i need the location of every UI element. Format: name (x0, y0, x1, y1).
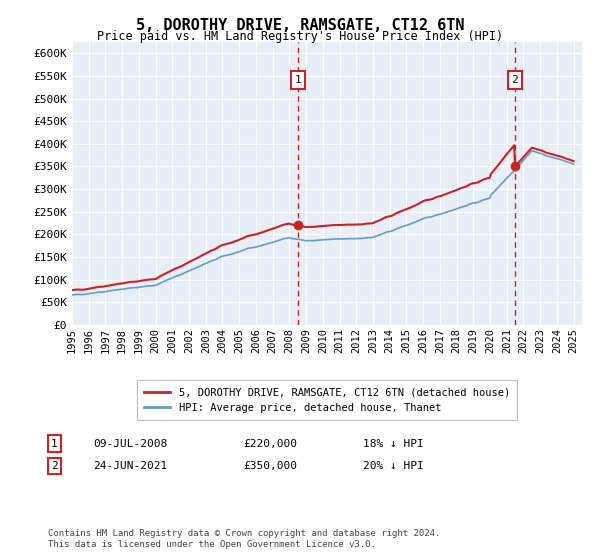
Legend: 5, DOROTHY DRIVE, RAMSGATE, CT12 6TN (detached house), HPI: Average price, detac: 5, DOROTHY DRIVE, RAMSGATE, CT12 6TN (de… (137, 380, 517, 420)
Text: 09-JUL-2008: 09-JUL-2008 (93, 438, 167, 449)
Text: £220,000: £220,000 (243, 438, 297, 449)
Text: 18% ↓ HPI: 18% ↓ HPI (363, 438, 424, 449)
Text: 5, DOROTHY DRIVE, RAMSGATE, CT12 6TN: 5, DOROTHY DRIVE, RAMSGATE, CT12 6TN (136, 18, 464, 33)
Text: Contains HM Land Registry data © Crown copyright and database right 2024.
This d: Contains HM Land Registry data © Crown c… (48, 529, 440, 549)
Text: 24-JUN-2021: 24-JUN-2021 (93, 461, 167, 471)
Text: 2: 2 (51, 461, 58, 471)
Text: 1: 1 (51, 438, 58, 449)
Text: 20% ↓ HPI: 20% ↓ HPI (363, 461, 424, 471)
Text: Price paid vs. HM Land Registry's House Price Index (HPI): Price paid vs. HM Land Registry's House … (97, 30, 503, 43)
Text: 1: 1 (295, 75, 301, 85)
Text: £350,000: £350,000 (243, 461, 297, 471)
Text: 2: 2 (511, 75, 518, 85)
